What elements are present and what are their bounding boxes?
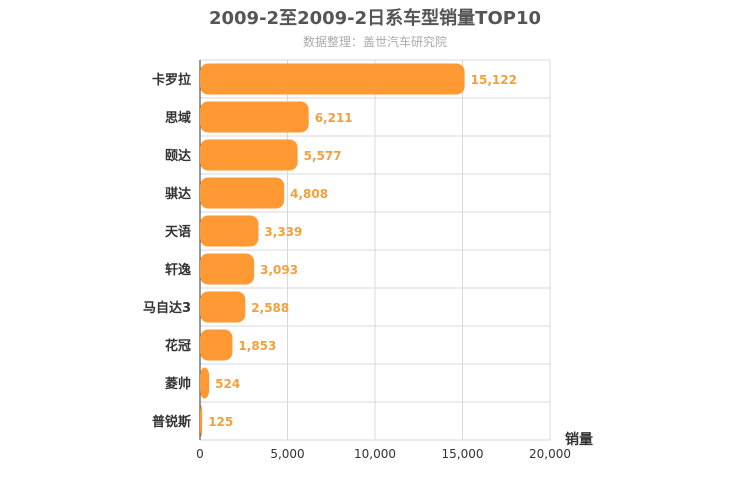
- bar: [200, 177, 285, 209]
- chart-title: 2009-2至2009-2日系车型销量TOP10: [208, 8, 541, 29]
- bar: [200, 101, 309, 133]
- data-label: 5,577: [304, 149, 342, 163]
- bar: [200, 329, 233, 361]
- data-label: 3,339: [264, 225, 302, 239]
- category-label: 卡罗拉: [152, 72, 191, 88]
- bar-layer: [200, 63, 465, 437]
- label-layer: 0 5,000 10,000 15,000 20,000 卡罗拉 15,122 思域 6,211…: [143, 72, 571, 461]
- chart-subtitle: 数据整理：盖世汽车研究院: [302, 35, 447, 49]
- category-label: 普锐斯: [152, 414, 191, 430]
- x-tick-label: 10,000: [354, 447, 396, 461]
- category-label: 思域: [165, 110, 191, 126]
- data-label: 4,808: [290, 187, 328, 201]
- data-label: 2,588: [251, 301, 289, 315]
- data-label: 524: [215, 377, 240, 391]
- category-label: 骐达: [165, 186, 191, 202]
- category-label: 马自达3: [143, 300, 191, 316]
- data-label: 125: [208, 415, 233, 429]
- x-tick-label: 0: [196, 447, 204, 461]
- category-label: 轩逸: [165, 262, 191, 278]
- bar: [200, 253, 255, 285]
- category-label: 颐达: [165, 148, 191, 164]
- bar: [200, 405, 203, 437]
- bar: [200, 215, 259, 247]
- bar: [200, 63, 465, 95]
- category-label: 花冠: [165, 338, 191, 354]
- category-label: 菱帅: [165, 376, 191, 392]
- grid-layer: [199, 59, 551, 441]
- data-label: 1,853: [238, 339, 276, 353]
- data-label: 3,093: [260, 263, 298, 277]
- bar: [200, 139, 298, 171]
- x-tick-label: 15,000: [442, 447, 484, 461]
- x-tick-label: 20,000: [529, 447, 571, 461]
- data-label: 6,211: [315, 111, 353, 125]
- bar: [200, 291, 246, 323]
- x-tick-label: 5,000: [270, 447, 304, 461]
- data-label: 15,122: [471, 73, 517, 87]
- bar: [200, 367, 210, 399]
- x-axis-title: 销量: [565, 431, 593, 448]
- category-label: 天语: [165, 225, 191, 240]
